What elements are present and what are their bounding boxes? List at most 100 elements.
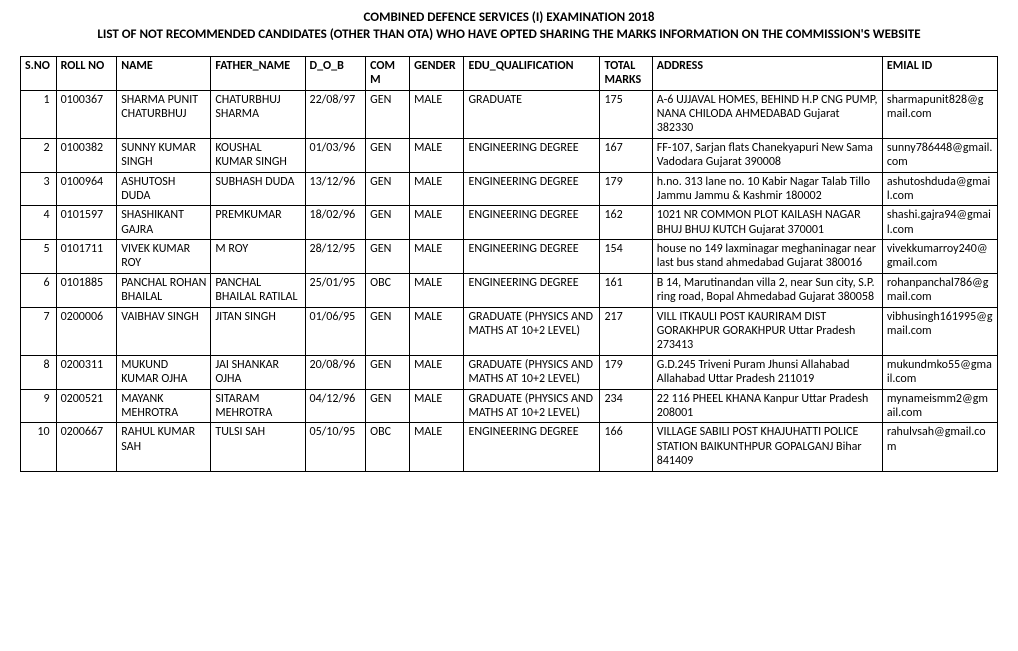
cell-comm: GEN (366, 355, 410, 389)
cell-edu: ENGINEERING DEGREE (464, 423, 600, 471)
candidates-table: S.NO ROLL NO NAME FATHER_NAME D_O_B COMM… (20, 56, 998, 472)
cell-dob: 20/08/96 (305, 355, 366, 389)
cell-name: PANCHAL ROHAN BHAILAL (117, 273, 211, 307)
table-row: 60101885PANCHAL ROHAN BHAILALPANCHAL BHA… (21, 273, 998, 307)
cell-edu: ENGINEERING DEGREE (464, 138, 600, 172)
cell-addr: house no 149 laxminagar meghaninagar nea… (652, 240, 882, 274)
cell-email: ashutoshduda@gmail.com (882, 172, 997, 206)
cell-father: TULSI SAH (211, 423, 305, 471)
cell-name: MUKUND KUMAR OJHA (117, 355, 211, 389)
cell-dob: 25/01/95 (305, 273, 366, 307)
cell-dob: 05/10/95 (305, 423, 366, 471)
cell-comm: GEN (366, 90, 410, 138)
cell-gender: MALE (410, 423, 464, 471)
cell-email: vivekkumarroy240@gmail.com (882, 240, 997, 274)
col-header-name: NAME (117, 56, 211, 90)
cell-edu: GRADUATE (464, 90, 600, 138)
cell-marks: 167 (600, 138, 652, 172)
cell-name: ASHUTOSH DUDA (117, 172, 211, 206)
cell-sno: 6 (21, 273, 57, 307)
table-row: 30100964ASHUTOSH DUDASUBHASH DUDA13/12/9… (21, 172, 998, 206)
cell-sno: 4 (21, 206, 57, 240)
cell-edu: GRADUATE (PHYSICS AND MATHS AT 10+2 LEVE… (464, 307, 600, 355)
cell-sno: 8 (21, 355, 57, 389)
cell-addr: VILLAGE SABILI POST KHAJUHATTI POLICE ST… (652, 423, 882, 471)
table-row: 100200667RAHUL KUMAR SAHTULSI SAH05/10/9… (21, 423, 998, 471)
cell-edu: ENGINEERING DEGREE (464, 206, 600, 240)
cell-roll: 0100382 (56, 138, 117, 172)
cell-addr: B 14, Marutinandan villa 2, near Sun cit… (652, 273, 882, 307)
cell-father: M ROY (211, 240, 305, 274)
col-header-dob: D_O_B (305, 56, 366, 90)
cell-father: SITARAM MEHROTRA (211, 389, 305, 423)
table-row: 70200006VAIBHAV SINGHJITAN SINGH01/06/95… (21, 307, 998, 355)
cell-gender: MALE (410, 355, 464, 389)
col-header-edu: EDU_QUALIFICATION (464, 56, 600, 90)
cell-addr: 1021 NR COMMON PLOT KAILASH NAGAR BHUJ B… (652, 206, 882, 240)
cell-name: VAIBHAV SINGH (117, 307, 211, 355)
cell-gender: MALE (410, 138, 464, 172)
cell-father: PREMKUMAR (211, 206, 305, 240)
cell-name: SHASHIKANT GAJRA (117, 206, 211, 240)
table-row: 50101711VIVEK KUMAR ROYM ROY28/12/95GENM… (21, 240, 998, 274)
cell-comm: GEN (366, 206, 410, 240)
cell-sno: 2 (21, 138, 57, 172)
col-header-sno: S.NO (21, 56, 57, 90)
cell-sno: 10 (21, 423, 57, 471)
cell-email: mynameismm2@gmail.com (882, 389, 997, 423)
cell-gender: MALE (410, 389, 464, 423)
cell-sno: 3 (21, 172, 57, 206)
cell-sno: 7 (21, 307, 57, 355)
cell-comm: GEN (366, 138, 410, 172)
title-line-1: COMBINED DEFENCE SERVICES (I) EXAMINATIO… (20, 10, 998, 27)
table-body: 10100367SHARMA PUNIT CHATURBHUJCHATURBHU… (21, 90, 998, 471)
cell-addr: h.no. 313 lane no. 10 Kabir Nagar Talab … (652, 172, 882, 206)
col-header-marks: TOTAL MARKS (600, 56, 652, 90)
table-row: 80200311MUKUND KUMAR OJHAJAI SHANKAR OJH… (21, 355, 998, 389)
col-header-comm: COMM (366, 56, 410, 90)
col-header-addr: ADDRESS (652, 56, 882, 90)
cell-dob: 01/06/95 (305, 307, 366, 355)
cell-edu: ENGINEERING DEGREE (464, 240, 600, 274)
cell-dob: 01/03/96 (305, 138, 366, 172)
cell-marks: 217 (600, 307, 652, 355)
cell-edu: GRADUATE (PHYSICS AND MATHS AT 10+2 LEVE… (464, 389, 600, 423)
cell-roll: 0101597 (56, 206, 117, 240)
cell-edu: ENGINEERING DEGREE (464, 273, 600, 307)
cell-dob: 18/02/96 (305, 206, 366, 240)
cell-marks: 154 (600, 240, 652, 274)
cell-email: vibhusingh161995@gmail.com (882, 307, 997, 355)
cell-gender: MALE (410, 240, 464, 274)
col-header-email: EMIAL ID (882, 56, 997, 90)
cell-name: MAYANK MEHROTRA (117, 389, 211, 423)
cell-marks: 175 (600, 90, 652, 138)
cell-dob: 13/12/96 (305, 172, 366, 206)
cell-gender: MALE (410, 172, 464, 206)
cell-name: VIVEK KUMAR ROY (117, 240, 211, 274)
cell-comm: OBC (366, 423, 410, 471)
cell-email: sharmapunit828@gmail.com (882, 90, 997, 138)
cell-roll: 0200521 (56, 389, 117, 423)
cell-marks: 234 (600, 389, 652, 423)
table-row: 40101597SHASHIKANT GAJRAPREMKUMAR18/02/9… (21, 206, 998, 240)
cell-addr: FF-107, Sarjan flats Chanekyapuri New Sa… (652, 138, 882, 172)
col-header-roll: ROLL NO (56, 56, 117, 90)
cell-gender: MALE (410, 90, 464, 138)
cell-marks: 166 (600, 423, 652, 471)
cell-addr: G.D.245 Triveni Puram Jhunsi Allahabad A… (652, 355, 882, 389)
cell-roll: 0100964 (56, 172, 117, 206)
cell-marks: 179 (600, 172, 652, 206)
cell-father: KOUSHAL KUMAR SINGH (211, 138, 305, 172)
cell-roll: 0101885 (56, 273, 117, 307)
cell-marks: 161 (600, 273, 652, 307)
cell-comm: GEN (366, 307, 410, 355)
cell-edu: ENGINEERING DEGREE (464, 172, 600, 206)
cell-email: shashi.gajra94@gmail.com (882, 206, 997, 240)
col-header-gender: GENDER (410, 56, 464, 90)
cell-father: SUBHASH DUDA (211, 172, 305, 206)
cell-father: JITAN SINGH (211, 307, 305, 355)
cell-father: CHATURBHUJ SHARMA (211, 90, 305, 138)
cell-comm: GEN (366, 389, 410, 423)
cell-addr: VILL ITKAULI POST KAURIRAM DIST GORAKHPU… (652, 307, 882, 355)
cell-dob: 04/12/96 (305, 389, 366, 423)
